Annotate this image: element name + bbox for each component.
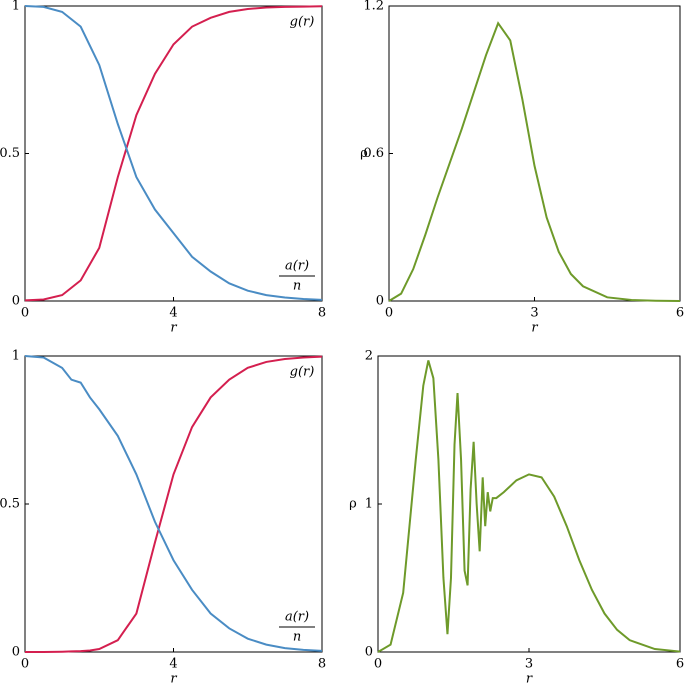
series-label: g(r)	[290, 365, 315, 380]
y-tick-label: 1	[365, 497, 373, 512]
plot-frame	[377, 355, 681, 653]
x-tick-label: 8	[318, 657, 326, 672]
x-axis-label: r	[170, 321, 177, 336]
x-tick-label: 4	[169, 657, 177, 672]
data-line	[24, 355, 323, 652]
y-tick-label: 0	[376, 294, 384, 309]
y-axis-label: ρ	[349, 497, 357, 512]
series-label: g(r)	[290, 15, 315, 30]
x-tick-label: 3	[525, 657, 533, 672]
x-tick-label: 3	[530, 306, 538, 321]
plot-frame	[24, 5, 323, 302]
series-label-denominator: n	[293, 279, 301, 294]
data-line	[24, 5, 323, 301]
data-line	[377, 360, 681, 653]
y-tick-label: 1	[12, 349, 20, 364]
y-tick-label: 1	[12, 0, 20, 14]
x-tick-label: 4	[169, 306, 177, 321]
x-tick-label: 0	[374, 657, 382, 672]
x-axis-label: r	[526, 672, 533, 685]
y-tick-label: 0.5	[0, 497, 20, 512]
y-tick-label: 0.6	[363, 146, 384, 161]
x-axis-label: r	[531, 321, 538, 336]
series-label: a(r)	[285, 259, 309, 274]
series-label-denominator: n	[293, 630, 301, 645]
data-line	[24, 5, 323, 302]
data-line	[25, 355, 323, 653]
x-axis-label: r	[170, 672, 177, 685]
plot-frame	[24, 355, 323, 653]
y-tick-label: 0	[12, 294, 20, 309]
x-tick-label: 0	[21, 306, 29, 321]
y-tick-label: 0.5	[0, 146, 20, 161]
y-tick-label: 0	[12, 645, 20, 660]
series-label: a(r)	[285, 610, 309, 625]
y-axis-label: ρ	[360, 146, 368, 161]
x-tick-label: 6	[676, 657, 684, 672]
x-tick-label: 0	[385, 306, 393, 321]
data-line	[388, 21, 681, 302]
x-tick-label: 6	[676, 306, 684, 321]
x-tick-label: 8	[318, 306, 326, 321]
y-tick-label: 0	[365, 645, 373, 660]
plot-frame	[388, 5, 681, 302]
x-tick-label: 0	[21, 657, 29, 672]
y-tick-label: 1.2	[363, 0, 384, 14]
y-tick-label: 2	[365, 349, 373, 364]
